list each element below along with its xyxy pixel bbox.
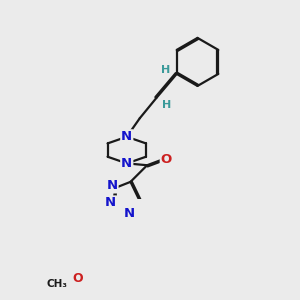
- Text: H: H: [162, 100, 171, 110]
- Text: N: N: [105, 196, 116, 209]
- Text: N: N: [106, 179, 118, 192]
- Text: N: N: [124, 207, 135, 220]
- Text: O: O: [161, 153, 172, 166]
- Text: H: H: [161, 65, 170, 75]
- Text: N: N: [121, 157, 132, 170]
- Text: N: N: [121, 130, 132, 143]
- Text: O: O: [72, 272, 83, 285]
- Text: CH₃: CH₃: [46, 278, 67, 289]
